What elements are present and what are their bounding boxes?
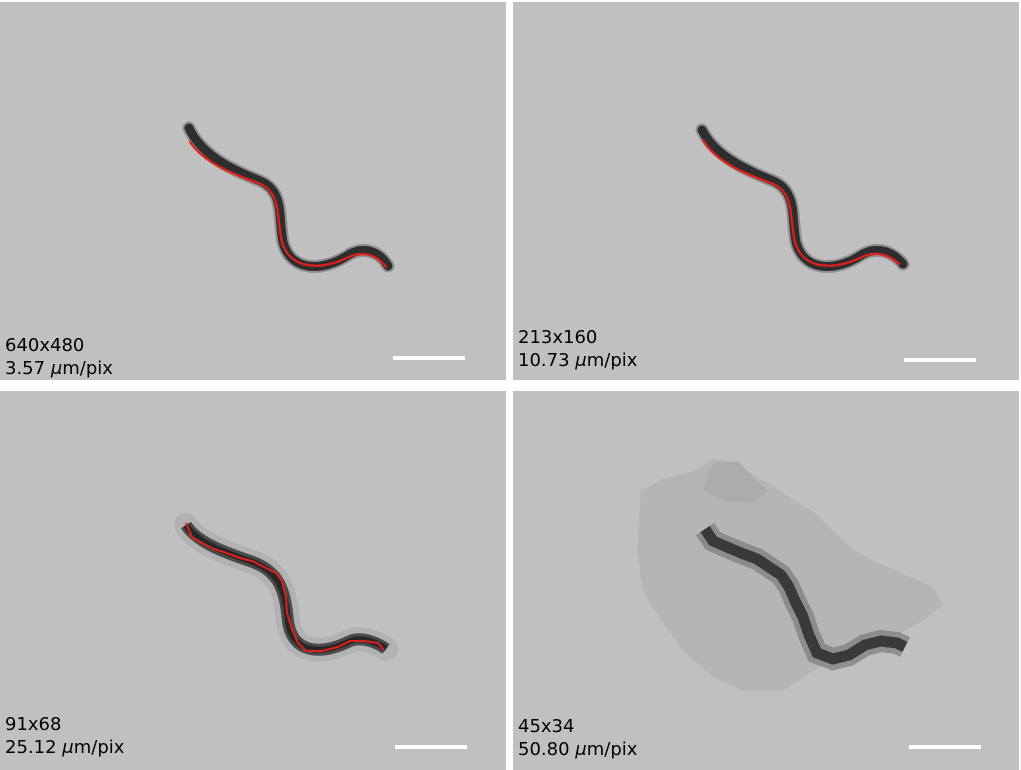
- worm-image: [174, 513, 398, 662]
- worm-image: [182, 121, 395, 273]
- panel-caption: 213x160 10.73 μm/pix: [518, 326, 637, 372]
- resolution-label: 640x480: [5, 335, 85, 356]
- scale-bar: [393, 356, 465, 360]
- worm-image: [695, 123, 910, 273]
- scale-label: 3.57 μm/pix: [5, 358, 113, 379]
- scale-bar: [909, 745, 981, 749]
- scale-label: 25.12 μm/pix: [5, 737, 125, 758]
- resolution-label: 45x34: [518, 716, 575, 737]
- image-panel-213x160: 213x160 10.73 μm/pix: [513, 2, 1019, 380]
- worm-image: [637, 459, 943, 691]
- scale-label: 10.73 μm/pix: [518, 350, 638, 371]
- resolution-label: 213x160: [518, 327, 598, 348]
- image-panel-91x68: 91x68 25.12 μm/pix: [0, 391, 506, 770]
- scale-label: 50.80 μm/pix: [518, 739, 638, 760]
- image-panel-45x34: 45x34 50.80 μm/pix: [513, 391, 1019, 770]
- scale-bar: [395, 745, 467, 749]
- panel-caption: 45x34 50.80 μm/pix: [518, 715, 637, 761]
- panel-caption: 91x68 25.12 μm/pix: [5, 713, 124, 759]
- image-panel-640x480: 640x480 3.57 μm/pix: [0, 2, 506, 380]
- scale-bar: [904, 358, 976, 362]
- worm-body: [695, 123, 910, 273]
- skeleton-line: [701, 138, 901, 267]
- skeleton-line: [185, 522, 385, 652]
- panel-caption: 640x480 3.57 μm/pix: [5, 334, 113, 380]
- resolution-label: 91x68: [5, 714, 62, 735]
- skeleton-line: [188, 140, 388, 269]
